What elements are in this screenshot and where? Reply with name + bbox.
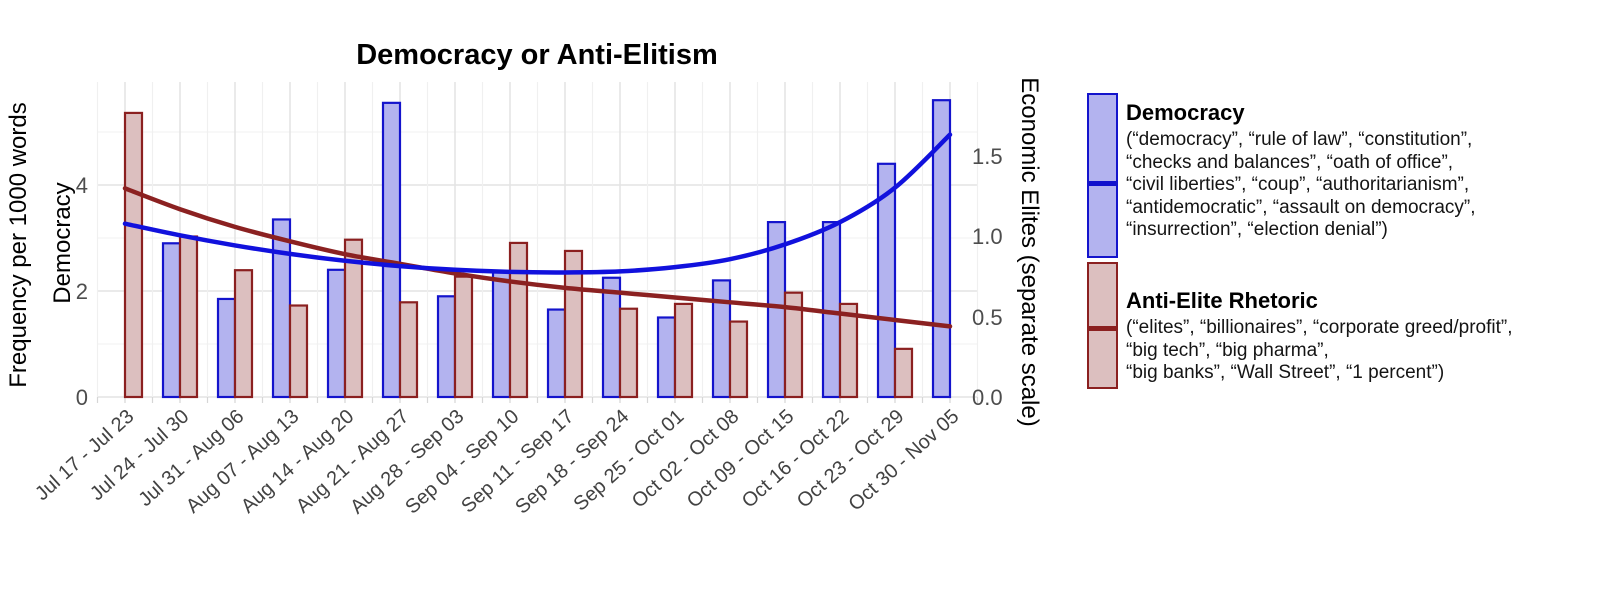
legend-keywords-line: (“elites”, “billionaires”, “corporate gr… xyxy=(1126,317,1513,338)
bar-anti-elite xyxy=(398,301,419,399)
legend-swatch-anti-elite xyxy=(1087,262,1118,389)
bar-anti-elite xyxy=(838,302,859,399)
y-right-tick-0.0: 0.0 xyxy=(972,385,1003,410)
legend-keywords-line: “big tech”, “big pharma”, xyxy=(1126,339,1329,361)
bar-democracy xyxy=(876,162,897,399)
trend-anti-elite xyxy=(122,186,953,329)
bar-anti-elite xyxy=(508,241,529,399)
bar-democracy xyxy=(161,242,182,399)
y-left-tick-4: 4 xyxy=(76,173,88,198)
legend-swatch-democracy xyxy=(1087,93,1118,258)
y-right-tick-1.5: 1.5 xyxy=(972,144,1003,169)
y-right-tick-0.5: 0.5 xyxy=(972,305,1003,330)
legend-keywords-line: “checks and balances”, “oath of office”, xyxy=(1126,151,1454,173)
bar-anti-elite xyxy=(233,269,254,399)
bar-democracy xyxy=(711,279,732,399)
bar-democracy xyxy=(656,316,677,399)
y-axis-outer-label: Frequency per 1000 words xyxy=(5,102,32,388)
legend-title: Anti-Elite Rhetoric xyxy=(1126,288,1318,313)
legend-keywords-line: “civil liberties”, “coup”, “authoritaria… xyxy=(1126,174,1470,195)
bar-anti-elite xyxy=(178,235,199,399)
bar-anti-elite xyxy=(453,275,474,399)
bar-anti-elite xyxy=(288,304,309,399)
bars xyxy=(123,99,952,399)
bar-democracy xyxy=(436,295,457,399)
bar-democracy xyxy=(601,276,622,399)
legend-trend-line-democracy xyxy=(1089,181,1116,186)
bar-democracy xyxy=(381,101,402,399)
bar-anti-elite xyxy=(618,307,639,399)
legend-entry-anti-elite: Anti-Elite Rhetoric (“elites”, “billiona… xyxy=(1126,288,1512,385)
trend-lines xyxy=(122,132,953,329)
legend-title: Democracy xyxy=(1126,100,1245,125)
bar-democracy xyxy=(271,218,292,399)
chart-title: Democracy or Anti-Elitism xyxy=(356,39,718,71)
legend-keywords-line: “insurrection”, “election denial”) xyxy=(1126,219,1388,240)
legend-entry-democracy: Democracy (“democracy”, “rule of law”, “… xyxy=(1126,100,1476,242)
legend-trend-line-anti-elite xyxy=(1089,326,1116,331)
y-right-tick-1.0: 1.0 xyxy=(972,224,1003,249)
bar-democracy xyxy=(326,268,347,399)
legend-keywords-line: “big banks”, “Wall Street”, “1 percent”) xyxy=(1126,362,1445,383)
legend-keywords-line: (“democracy”, “rule of law”, “constituti… xyxy=(1126,129,1473,150)
bar-anti-elite xyxy=(893,347,914,399)
y-left-tick-0: 0 xyxy=(76,385,88,410)
bar-democracy xyxy=(546,308,567,399)
bar-democracy xyxy=(491,271,512,399)
bar-anti-elite xyxy=(123,111,144,399)
bar-anti-elite xyxy=(728,320,749,399)
bar-anti-elite xyxy=(673,302,694,399)
y-left-tick-2: 2 xyxy=(76,279,88,304)
bar-anti-elite xyxy=(343,238,364,399)
y-axis-left-label: Democracy xyxy=(49,182,76,303)
bar-democracy xyxy=(216,297,237,399)
legend-keywords-line: “antidemocratic”, “assault on democracy”… xyxy=(1126,196,1476,218)
trend-democracy xyxy=(122,132,953,275)
bar-anti-elite xyxy=(783,291,804,399)
y-axis-right-label: Economic Elites (separate scale) xyxy=(1016,77,1043,426)
